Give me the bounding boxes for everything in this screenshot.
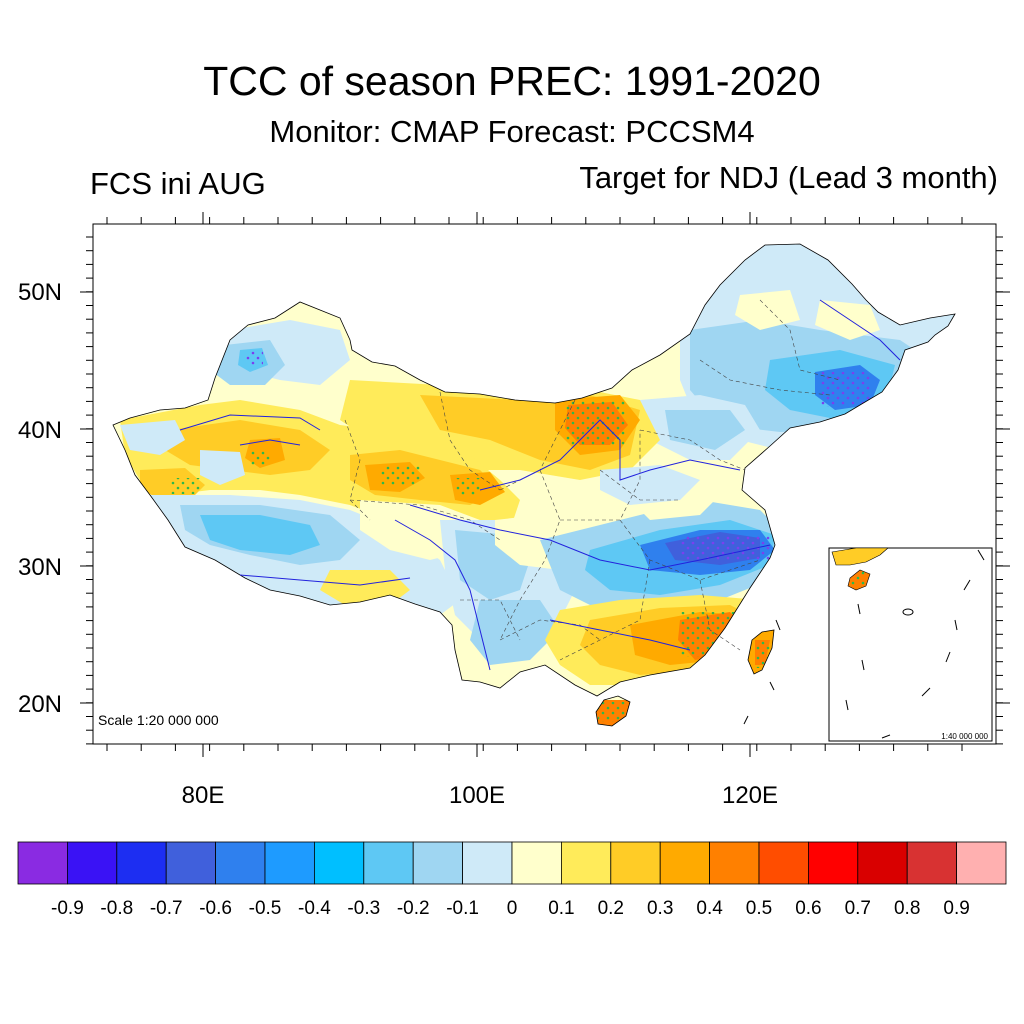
colorbar-swatch	[264, 841, 315, 885]
colorbar-swatch	[313, 841, 365, 885]
left-string: FCS ini AUG	[90, 166, 266, 201]
colorbar-label: 0.2	[598, 898, 624, 919]
colorbar-swatch	[857, 841, 908, 885]
colorbar-label: -0.3	[347, 898, 380, 919]
colorbar-swatch	[462, 841, 513, 885]
colorbar-label: 0.9	[943, 898, 969, 919]
colorbar-swatch	[165, 841, 216, 885]
inset-scale-label: 1:40 000 000	[941, 732, 988, 741]
colorbar-swatch	[758, 841, 809, 885]
lon-label-120e: 120E	[722, 782, 778, 809]
colorbar-swatch	[709, 841, 760, 885]
lat-label-40n: 40N	[18, 417, 62, 444]
colorbar-label: -0.2	[397, 898, 430, 919]
colorbar-label: -0.5	[249, 898, 282, 919]
colorbar-swatch	[956, 841, 1007, 885]
colorbar-swatch	[116, 841, 167, 885]
colorbar-label: -0.4	[298, 898, 331, 919]
colorbar-swatch	[363, 841, 414, 885]
sea-boundary-dashes	[743, 619, 781, 725]
colorbar-label: 0.7	[845, 898, 871, 919]
china-border	[112, 243, 956, 727]
axis-ticks	[80, 212, 1010, 757]
colorbar-swatch	[215, 841, 266, 885]
inset-map: 1:40 000 000	[828, 547, 993, 742]
lat-label-20n: 20N	[18, 691, 62, 718]
colorbar-swatch	[610, 841, 661, 885]
colorbar-swatch	[17, 841, 68, 885]
colorbar-label: 0	[507, 898, 518, 919]
colorbar-label: 0.1	[548, 898, 574, 919]
colorbar-swatch	[511, 841, 562, 885]
lon-label-100e: 100E	[449, 782, 505, 809]
colorbar-swatch	[659, 841, 711, 885]
colorbar-swatch	[412, 841, 464, 885]
colorbar-label: -0.8	[100, 898, 133, 919]
colorbar-label: 0.3	[647, 898, 673, 919]
colorbar: -0.9 -0.8 -0.7 -0.6 -0.5 -0.4 -0.3 -0.2 -0.1 0 0.1…	[17, 841, 1007, 919]
colorbar-label: 0.8	[894, 898, 920, 919]
lon-label-80e: 80E	[182, 782, 225, 809]
right-string: Target for NDJ (Lead 3 month)	[579, 160, 998, 195]
map-title: TCC of season PREC: 1991-2020	[203, 58, 821, 104]
colorbar-label: -0.9	[51, 898, 84, 919]
colorbar-label: 0.6	[795, 898, 821, 919]
colorbar-label: -0.7	[150, 898, 183, 919]
map-subtitle: Monitor: CMAP Forecast: PCCSM4	[269, 114, 755, 149]
colorbar-swatch	[561, 841, 612, 885]
colorbar-label: -0.6	[199, 898, 232, 919]
colorbar-swatch	[67, 841, 118, 885]
lat-label-50n: 50N	[18, 279, 62, 306]
colorbar-label: 0.5	[746, 898, 772, 919]
rivers	[179, 299, 901, 671]
colorbar-swatch	[906, 841, 958, 885]
colorbar-label: 0.4	[696, 898, 723, 919]
scale-label: Scale 1:20 000 000	[98, 712, 219, 728]
lat-label-30n: 30N	[18, 554, 62, 581]
colorbar-label: -0.1	[446, 898, 479, 919]
colorbar-swatch	[808, 841, 859, 885]
